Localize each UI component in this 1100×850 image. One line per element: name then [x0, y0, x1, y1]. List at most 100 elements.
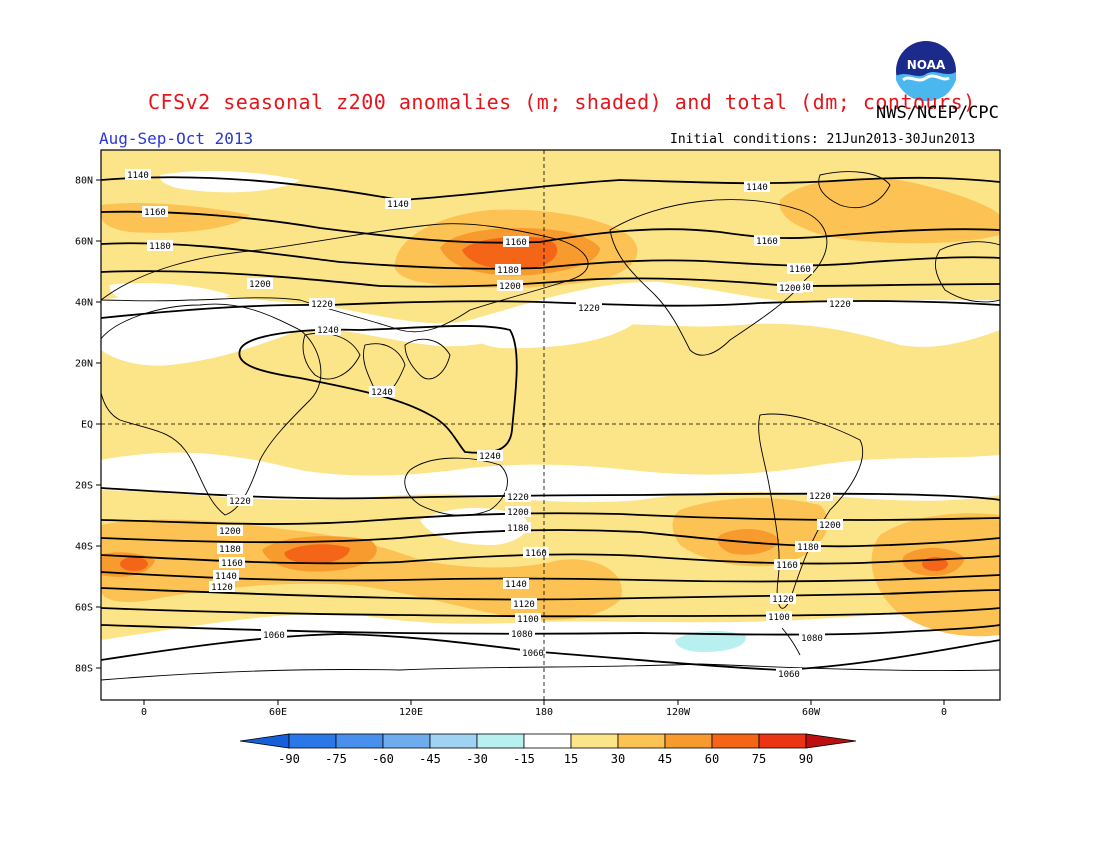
svg-text:1120: 1120 [772, 595, 794, 605]
height-contours [101, 176, 1000, 671]
coast-africa [101, 303, 322, 516]
svg-text:1240: 1240 [317, 326, 339, 336]
contour-label: 1120 [209, 581, 235, 593]
contour-label: 1240 [369, 386, 395, 398]
contour-label: 1200 [217, 525, 243, 537]
lon-tick-label: 60E [269, 707, 287, 718]
chart-title: CFSv2 seasonal z200 anomalies (m; shaded… [148, 90, 976, 114]
coast-europe [934, 241, 1000, 303]
svg-text:1220: 1220 [229, 497, 251, 507]
lon-tick-label: 0 [941, 707, 947, 718]
svg-text:1120: 1120 [211, 583, 233, 593]
colorbar-segment [758, 733, 807, 749]
coast-se-asia [404, 338, 451, 380]
contour-label: 1240 [315, 324, 341, 336]
svg-text:1220: 1220 [578, 304, 600, 314]
colorbar-segment [335, 733, 384, 749]
svg-text:1160: 1160 [525, 549, 547, 559]
contour-label: 1180 [795, 541, 821, 553]
contour-1240-loop [238, 325, 518, 454]
contour-label: 1180 [495, 264, 521, 276]
contour-1180-north [101, 242, 1000, 270]
contour-label: 1220 [505, 491, 531, 503]
contour-label: 1200 [505, 506, 531, 518]
svg-text:1140: 1140 [215, 572, 237, 582]
colorbar-arrow-left [239, 733, 290, 749]
anomaly-30-45-europe [101, 203, 250, 233]
neutral-patch-west-africa [109, 283, 230, 304]
svg-text:1060: 1060 [522, 649, 544, 659]
lat-tick-label: 80S [75, 664, 93, 675]
map-frame [100, 149, 1001, 701]
contour-1200-south [101, 512, 1000, 525]
svg-text:1220: 1220 [311, 300, 333, 310]
contour-label: 1200 [817, 519, 843, 531]
svg-text:1160: 1160 [756, 237, 778, 247]
svg-text:1120: 1120 [513, 600, 535, 610]
svg-text:1200: 1200 [507, 508, 529, 518]
colorbar-label: -75 [325, 752, 347, 766]
anomaly-30-45-north-atlantic [779, 178, 1000, 244]
colorbar-label: 15 [564, 752, 578, 766]
svg-text:1160: 1160 [144, 208, 166, 218]
anomaly-60-75-south-indian [284, 544, 350, 564]
coast-arabia [302, 332, 361, 380]
colorbar-label: -90 [278, 752, 300, 766]
colorbar-label: 30 [611, 752, 625, 766]
contour-1140-north [101, 176, 1000, 201]
svg-text:1060: 1060 [778, 670, 800, 680]
season-label: Aug-Sep-Oct 2013 [99, 129, 254, 148]
contour-label: 1140 [503, 578, 529, 590]
colorbar-label: -45 [419, 752, 441, 766]
svg-text:1220: 1220 [809, 492, 831, 502]
contour-label: 1160 [503, 236, 529, 248]
contour-label: 1140 [744, 181, 770, 193]
colorbar-segment [429, 733, 478, 749]
svg-text:1060: 1060 [263, 631, 285, 641]
coast-antarctic-peninsula [781, 627, 801, 656]
svg-text:1180: 1180 [507, 524, 529, 534]
anomaly-60-75-south-atlantic-west [120, 557, 148, 571]
anomaly-neg-15-30-antarctic [675, 630, 746, 652]
contour-label: 1220 [309, 298, 335, 310]
svg-text:1200: 1200 [779, 284, 801, 294]
svg-text:1140: 1140 [127, 171, 149, 181]
contour-label: 1160 [787, 263, 813, 275]
svg-text:1200: 1200 [219, 527, 241, 537]
svg-text:1180: 1180 [219, 545, 241, 555]
coast-north-america [609, 199, 828, 356]
colorbar-label: -60 [372, 752, 394, 766]
svg-text:1080: 1080 [511, 630, 533, 640]
noaa-logo-text: NOAA [907, 58, 946, 72]
svg-text:1100: 1100 [517, 615, 539, 625]
svg-text:1160: 1160 [505, 238, 527, 248]
svg-text:1240: 1240 [479, 452, 501, 462]
lat-tick-label: 20N [75, 359, 93, 370]
colorbar-label: 75 [752, 752, 766, 766]
contour-label: 1220 [227, 495, 253, 507]
neutral-patch-pacific [469, 314, 640, 349]
colorbar: -90 -75 -60 -45 -30 -15 15 30 45 60 75 90 [239, 733, 857, 766]
contour-label: 1080 [509, 628, 535, 640]
svg-text:1160: 1160 [221, 559, 243, 569]
colorbar-segment [570, 733, 619, 749]
svg-text:1140: 1140 [387, 200, 409, 210]
contour-1180-south [101, 529, 1000, 548]
contour-label: 1220 [807, 490, 833, 502]
colorbar-segment [382, 733, 431, 749]
svg-text:1200: 1200 [249, 280, 271, 290]
svg-text:1080: 1080 [801, 634, 823, 644]
contour-label: 1120 [770, 593, 796, 605]
lat-tick-label: 40S [75, 542, 93, 553]
contour-label: 1160 [754, 235, 780, 247]
coast-eurasia-north [101, 223, 589, 333]
lat-tick-label: 40N [75, 298, 93, 309]
colorbar-segment [664, 733, 713, 749]
colorbar-label: -30 [466, 752, 488, 766]
coastlines [101, 171, 1000, 681]
contour-label: 1180 [147, 240, 173, 252]
contour-1200-north [101, 270, 1000, 288]
contour-label: 1140 [125, 169, 151, 181]
svg-text:1220: 1220 [507, 493, 529, 503]
